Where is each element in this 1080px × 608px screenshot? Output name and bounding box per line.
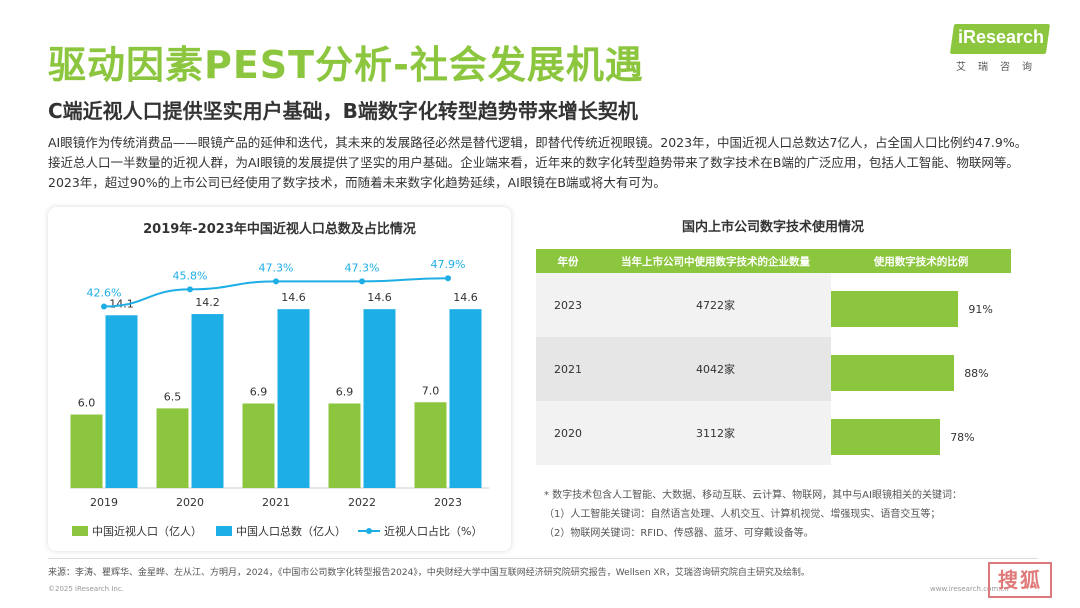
footnote-line: * 数字技术包含人工智能、大数据、移动互联、云计算、物联网，其中与AI眼镜相关的… xyxy=(544,490,962,501)
bar-label-total: 14.2 xyxy=(195,296,220,309)
x-tick-label: 2019 xyxy=(90,496,118,509)
ratio-label: 47.3% xyxy=(259,261,294,274)
table-cell-ratio: 88% xyxy=(831,337,1011,401)
table-row: 2020 3112家 78% xyxy=(536,401,1011,465)
bar-myopia-pop xyxy=(156,408,189,488)
source-note: 来源：李涛、瞿辉华、金星晔、左从江、方明月，2024，《中国市公司数字化转型报告… xyxy=(48,568,810,578)
legend-swatch-ratio-dot xyxy=(366,528,372,534)
ratio-bar xyxy=(831,291,959,327)
table-cell-year: 2023 xyxy=(536,273,600,337)
watermark-stamp: 搜狐 xyxy=(988,562,1052,598)
table-header-year: 年份 xyxy=(536,249,600,273)
bar-label-total: 14.6 xyxy=(453,291,478,304)
x-tick-label: 2022 xyxy=(348,496,376,509)
chart-panel: 2019年-2023年中国近视人口总数及占比情况 6.0 14.1 2019 6.5 1… xyxy=(48,207,511,551)
table-cell-ratio: 78% xyxy=(831,401,1011,465)
ratio-point xyxy=(101,303,107,310)
logo-text: iResearch xyxy=(958,27,1045,47)
chart-title: 2019年-2023年中国近视人口总数及占比情况 xyxy=(143,222,416,237)
legend-swatch-total xyxy=(216,526,232,536)
copyright: ©2025 iResearch Inc. xyxy=(48,585,124,593)
bar-label-total: 14.1 xyxy=(109,297,134,310)
footnote-line: （2）物联网关键词：RFID、传感器、蓝牙、可穿戴设备等。 xyxy=(544,528,814,539)
bar-label-myopia: 7.0 xyxy=(422,384,440,397)
footnotes: * 数字技术包含人工智能、大数据、移动互联、云计算、物联网，其中与AI眼镜相关的… xyxy=(544,486,1014,543)
ratio-label: 91% xyxy=(968,303,993,316)
bar-myopia-pop xyxy=(242,403,275,488)
ratio-label: 42.6% xyxy=(87,286,122,299)
table-cell-count: 3112家 xyxy=(600,401,831,465)
table-cell-year: 2021 xyxy=(536,337,600,401)
table-header-count: 当年上市公司中使用数字技术的企业数量 xyxy=(600,249,831,273)
table-cell-count: 4042家 xyxy=(600,337,831,401)
bar-label-myopia: 6.5 xyxy=(164,390,182,403)
legend-label-total: 中国人口总数（亿人） xyxy=(236,524,346,538)
bar-total-pop xyxy=(105,315,138,488)
bar-label-myopia: 6.0 xyxy=(78,397,96,410)
bar-total-pop xyxy=(363,309,396,488)
table-cell-ratio: 91% xyxy=(831,273,1011,337)
table-cell-year: 2020 xyxy=(536,401,600,465)
bar-total-pop xyxy=(191,314,224,488)
ratio-label: 78% xyxy=(950,431,975,444)
bar-myopia-pop xyxy=(414,402,447,488)
ratio-point xyxy=(273,278,279,285)
x-tick-label: 2023 xyxy=(434,496,462,509)
footnote-line: （1）人工智能关键词：自然语言处理、人机交互、计算机视觉、增强现实、语音交互等； xyxy=(544,509,941,520)
x-tick-label: 2020 xyxy=(176,496,204,509)
bar-label-total: 14.6 xyxy=(281,291,306,304)
ratio-label: 88% xyxy=(964,367,989,380)
legend-label-myopia: 中国近视人口（亿人） xyxy=(92,524,202,538)
bar-total-pop xyxy=(449,309,482,488)
logo-subtext: 艾瑞咨询 xyxy=(956,62,1044,73)
ratio-bar xyxy=(831,419,941,455)
digital-tech-table: 年份 当年上市公司中使用数字技术的企业数量 使用数字技术的比例 2023 472… xyxy=(536,249,1011,465)
site-url: www.iresearch.com.cn xyxy=(930,585,1009,593)
intro-paragraph: AI眼镜作为传统消费品——眼镜产品的延伸和迭代，其未来的发展路径必然是替代逻辑，… xyxy=(48,135,1028,190)
bar-label-myopia: 6.9 xyxy=(336,385,354,398)
table-header-ratio: 使用数字技术的比例 xyxy=(831,249,1011,273)
table-row: 2023 4722家 91% xyxy=(536,273,1011,337)
ratio-label: 47.3% xyxy=(345,261,380,274)
page-title: 驱动因素PEST分析-社会发展机遇 xyxy=(48,43,644,87)
legend-swatch-myopia xyxy=(72,526,88,536)
x-tick-label: 2021 xyxy=(262,496,290,509)
ratio-point xyxy=(445,275,451,282)
bar-label-total: 14.6 xyxy=(367,291,392,304)
bar-label-myopia: 6.9 xyxy=(250,385,268,398)
bar-myopia-pop xyxy=(70,414,103,488)
footer-divider xyxy=(48,558,1038,559)
ratio-label: 45.8% xyxy=(173,269,208,282)
table-cell-count: 4722家 xyxy=(600,273,831,337)
bar-myopia-pop xyxy=(328,403,361,488)
page-subtitle: C端近视人口提供坚实用户基础，B端数字化转型趋势带来增长契机 xyxy=(48,99,638,123)
table-title: 国内上市公司数字技术使用情况 xyxy=(681,220,864,235)
legend-label-ratio: 近视人口占比（%） xyxy=(384,524,482,538)
ratio-bar xyxy=(831,355,955,391)
ratio-point xyxy=(187,286,193,293)
ratio-point xyxy=(359,278,365,285)
bar-total-pop xyxy=(277,309,310,488)
table-row: 2021 4042家 88% xyxy=(536,337,1011,401)
iresearch-logo: iResearch 艾瑞咨询 xyxy=(948,24,1054,73)
ratio-label: 47.9% xyxy=(431,258,466,271)
population-chart: 6.0 14.1 2019 6.5 14.2 2020 6.9 14.6 2021 6.9 14.6… xyxy=(70,258,489,538)
